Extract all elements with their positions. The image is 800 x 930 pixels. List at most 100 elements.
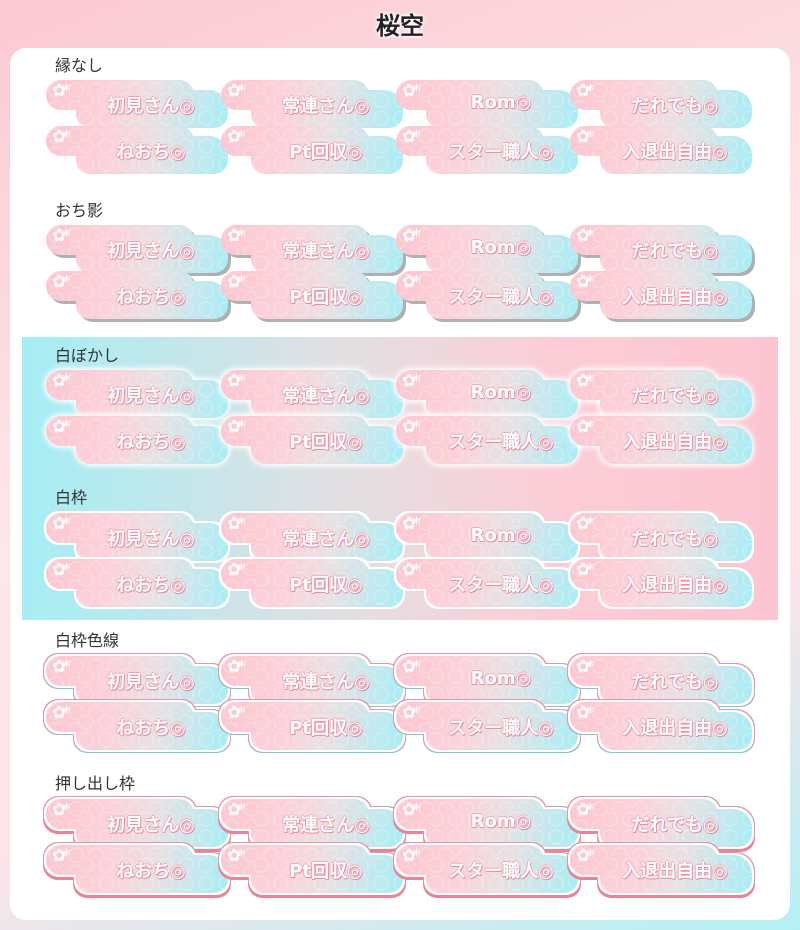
tag-shape-bottom	[426, 569, 578, 607]
tag-label: 常連さん◎	[282, 529, 370, 550]
sakura-flower-icon: ✿*	[52, 800, 71, 820]
tag-label: 入退出自由◎	[622, 432, 728, 453]
tag-button[interactable]: ✿* Pt回収◎	[221, 559, 403, 607]
tag-button[interactable]: ✿* Pt回収◎	[221, 702, 403, 750]
tag-button[interactable]: ✿* ねおち◎	[46, 559, 228, 607]
tag-button[interactable]: ✿* 常連さん◎	[221, 656, 403, 704]
tag-button[interactable]: ✿* スター職人◎	[396, 416, 578, 464]
tag-label: 初見さん◎	[107, 96, 195, 117]
tag-button[interactable]: ✿* 初見さん◎	[46, 799, 228, 847]
sakura-flower-icon: ✿*	[576, 81, 595, 101]
tag-shape-bottom	[426, 281, 578, 319]
tag-button[interactable]: ✿* 初見さん◎	[46, 80, 228, 128]
tag-button[interactable]: ✿* ねおち◎	[46, 845, 228, 893]
section-label: 白枠	[55, 488, 88, 507]
tag-button[interactable]: ✿* 初見さん◎	[46, 370, 228, 418]
page-title: 桜空	[376, 12, 424, 40]
tag-label: 初見さん◎	[107, 529, 195, 550]
tag-button[interactable]: ✿* Pt回収◎	[221, 845, 403, 893]
tag-button[interactable]: ✿* だれでも◎	[570, 656, 752, 704]
tag-label: だれでも◎	[631, 815, 719, 836]
tag-label: だれでも◎	[631, 529, 719, 550]
tag-button[interactable]: ✿* Rom◎	[396, 799, 578, 847]
tag-button[interactable]: ✿* ねおち◎	[46, 416, 228, 464]
tag-button[interactable]: ✿* スター職人◎	[396, 845, 578, 893]
sakura-flower-icon: ✿*	[227, 703, 246, 723]
tag-button[interactable]: ✿* だれでも◎	[570, 799, 752, 847]
tag-button[interactable]: ✿* 常連さん◎	[221, 513, 403, 561]
tag-label: スター職人◎	[448, 575, 554, 596]
tag-button[interactable]: ✿* ねおち◎	[46, 702, 228, 750]
tag-button[interactable]: ✿* スター職人◎	[396, 559, 578, 607]
sakura-flower-icon: ✿*	[402, 657, 421, 677]
sakura-flower-icon: ✿*	[227, 846, 246, 866]
sakura-flower-icon: ✿*	[227, 800, 246, 820]
tag-button[interactable]: ✿* 常連さん◎	[221, 799, 403, 847]
tag-button[interactable]: ✿* ねおち◎	[46, 271, 228, 319]
tag-shape-bottom	[251, 281, 403, 319]
tag-button[interactable]: ✿* スター職人◎	[396, 702, 578, 750]
sakura-flower-icon: ✿*	[576, 657, 595, 677]
tag-shape-bottom	[426, 712, 578, 750]
sakura-flower-icon: ✿*	[52, 514, 71, 534]
tag-shape-bottom	[426, 380, 578, 418]
tag-button[interactable]: ✿* だれでも◎	[570, 80, 752, 128]
tag-shape-bottom	[600, 712, 752, 750]
tag-button[interactable]: ✿* Rom◎	[396, 370, 578, 418]
tag-label: Rom◎	[470, 382, 532, 403]
tag-label: だれでも◎	[631, 672, 719, 693]
tag-label: Pt回収◎	[289, 142, 363, 163]
tag-button[interactable]: ✿* 入退出自由◎	[570, 845, 752, 893]
tag-button[interactable]: ✿* Pt回収◎	[221, 416, 403, 464]
tag-button[interactable]: ✿* 入退出自由◎	[570, 416, 752, 464]
tag-button[interactable]: ✿* Rom◎	[396, 513, 578, 561]
tag-shape-bottom	[600, 426, 752, 464]
tag-button[interactable]: ✿* ねおち◎	[46, 126, 228, 174]
tag-button[interactable]: ✿* 初見さん◎	[46, 656, 228, 704]
tag-label: スター職人◎	[448, 718, 554, 739]
tag-button[interactable]: ✿* 常連さん◎	[221, 370, 403, 418]
tag-button[interactable]: ✿* Pt回収◎	[221, 126, 403, 174]
tag-label: ねおち◎	[116, 575, 186, 596]
tag-button[interactable]: ✿* 常連さん◎	[221, 225, 403, 273]
tag-button[interactable]: ✿* だれでも◎	[570, 513, 752, 561]
tag-button[interactable]: ✿* だれでも◎	[570, 370, 752, 418]
tag-button[interactable]: ✿* 常連さん◎	[221, 80, 403, 128]
tag-label: Pt回収◎	[289, 432, 363, 453]
tag-button[interactable]: ✿* 初見さん◎	[46, 225, 228, 273]
tag-shape-bottom	[76, 569, 228, 607]
tag-label: スター職人◎	[448, 861, 554, 882]
tag-label: だれでも◎	[631, 241, 719, 262]
sakura-flower-icon: ✿*	[402, 81, 421, 101]
tag-button[interactable]: ✿* Rom◎	[396, 225, 578, 273]
tag-button[interactable]: ✿* 初見さん◎	[46, 513, 228, 561]
sakura-flower-icon: ✿*	[402, 417, 421, 437]
tag-button[interactable]: ✿* だれでも◎	[570, 225, 752, 273]
sakura-flower-icon: ✿*	[402, 560, 421, 580]
tag-shape-bottom	[600, 136, 752, 174]
tag-button[interactable]: ✿* スター職人◎	[396, 126, 578, 174]
tag-label: Pt回収◎	[289, 287, 363, 308]
tag-button[interactable]: ✿* Rom◎	[396, 656, 578, 704]
tag-label: スター職人◎	[448, 432, 554, 453]
tag-shape-bottom	[600, 666, 752, 704]
tag-button[interactable]: ✿* 入退出自由◎	[570, 702, 752, 750]
sakura-flower-icon: ✿*	[576, 417, 595, 437]
tag-label: ねおち◎	[116, 287, 186, 308]
tag-button[interactable]: ✿* スター職人◎	[396, 271, 578, 319]
tag-shape-bottom	[76, 235, 228, 273]
tag-label: 入退出自由◎	[622, 287, 728, 308]
tag-label: だれでも◎	[631, 96, 719, 117]
tag-label: ねおち◎	[116, 861, 186, 882]
tag-button[interactable]: ✿* Pt回収◎	[221, 271, 403, 319]
tag-shape-bottom	[76, 809, 228, 847]
sakura-flower-icon: ✿*	[576, 371, 595, 391]
sakura-flower-icon: ✿*	[52, 226, 71, 246]
tag-button[interactable]: ✿* 入退出自由◎	[570, 559, 752, 607]
sakura-flower-icon: ✿*	[402, 371, 421, 391]
tag-label: ねおち◎	[116, 718, 186, 739]
tag-button[interactable]: ✿* Rom◎	[396, 80, 578, 128]
tag-button[interactable]: ✿* 入退出自由◎	[570, 126, 752, 174]
tag-button[interactable]: ✿* 入退出自由◎	[570, 271, 752, 319]
tag-shape-bottom	[76, 380, 228, 418]
